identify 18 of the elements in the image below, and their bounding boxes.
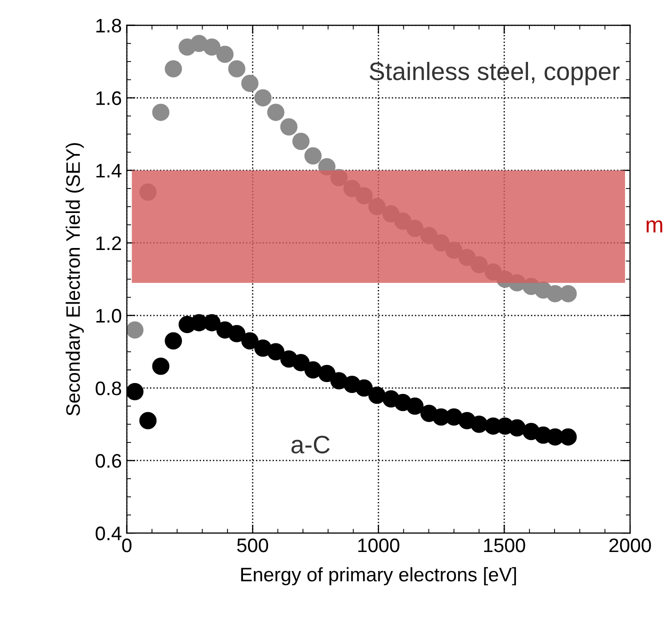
y-tick-label: 0.4 bbox=[96, 526, 122, 540]
x-axis-title: Energy of primary electrons [eV] bbox=[241, 567, 516, 586]
x-tick-label: 2000 bbox=[609, 538, 651, 552]
x-tick-label: 0 bbox=[122, 538, 132, 552]
x-tick-label: 500 bbox=[237, 538, 268, 552]
x-tick-label: 1500 bbox=[484, 538, 526, 552]
annotation: Stainless steel, copper bbox=[370, 62, 620, 86]
y-tick-label: 1.8 bbox=[96, 18, 122, 33]
y-tick-label: 1.0 bbox=[96, 308, 122, 323]
y-axis-title: Secondary Electron Yield (SEY) bbox=[66, 143, 84, 416]
y-tick-label: 1.4 bbox=[96, 164, 122, 178]
y-tick-label: 1.6 bbox=[96, 91, 122, 106]
y-tick-label: 0.8 bbox=[96, 381, 122, 396]
x-tick-label: 1000 bbox=[358, 538, 400, 552]
band-label: m bbox=[646, 220, 662, 232]
y-tick-label: 0.6 bbox=[96, 454, 122, 468]
annotation: a-C bbox=[291, 436, 330, 454]
y-tick-label: 1.2 bbox=[96, 236, 121, 250]
